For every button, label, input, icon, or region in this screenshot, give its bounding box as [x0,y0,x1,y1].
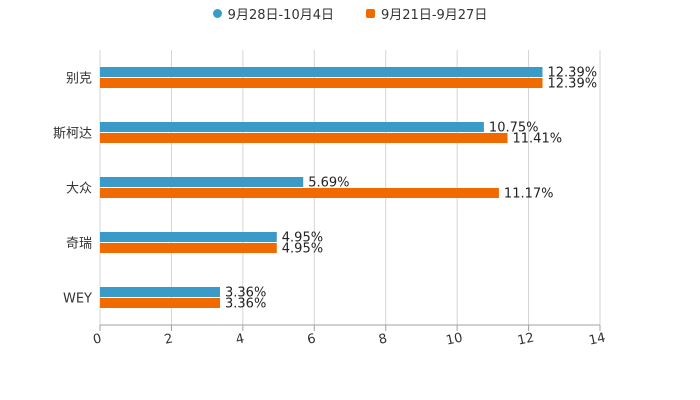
x-tick-label: 6 [306,331,317,347]
x-tick-label: 10 [445,331,464,349]
bar-series-1[interactable] [100,177,304,187]
bar-series-2[interactable] [100,78,543,88]
legend-swatch-series-1 [212,9,222,18]
bar-series-2[interactable] [100,133,508,143]
legend-item-series-2[interactable]: 9月21日-9月27日 [366,4,487,23]
data-label-series-2: 3.36% [225,297,266,312]
y-category-label: WEY [63,292,92,307]
x-tick-label: 0 [92,331,103,347]
x-tick-label: 4 [235,331,246,347]
bar-series-2[interactable] [100,188,499,198]
legend-item-series-1[interactable]: 9月28日-10月4日 [212,4,334,23]
y-category-label: 奇瑞 [66,236,92,252]
x-tick-label: 14 [588,331,607,349]
legend-swatch-series-2 [366,9,375,18]
data-label-series-1: 10.75% [489,121,539,136]
bar-series-1[interactable] [100,122,484,132]
y-category-label: 大众 [66,182,92,197]
bar-series-1[interactable] [100,67,543,77]
x-tick-label: 2 [163,331,174,347]
legend-label-series-2: 9月21日-9月27日 [381,8,488,23]
bar-series-2[interactable] [100,243,277,253]
y-category-label: 别克 [66,72,92,87]
data-label-series-1: 12.39% [548,66,598,81]
data-label-series-1: 3.36% [225,286,266,301]
bar-series-1[interactable] [100,232,277,242]
data-label-series-1: 5.69% [308,176,349,191]
bar-series-1[interactable] [100,287,220,297]
data-label-series-2: 11.41% [513,132,563,147]
y-category-label: 斯柯达 [53,127,92,142]
legend: 9月28日-10月4日 9月21日-9月27日 [0,4,700,23]
x-tick-label: 8 [377,331,388,347]
legend-label-series-1: 9月28日-10月4日 [227,8,334,23]
data-label-series-1: 4.95% [282,231,323,246]
data-label-series-2: 4.95% [282,242,323,257]
bar-series-2[interactable] [100,298,220,308]
x-tick-label: 12 [516,331,535,349]
data-label-series-2: 12.39% [548,77,598,92]
data-label-series-2: 11.17% [504,187,554,202]
